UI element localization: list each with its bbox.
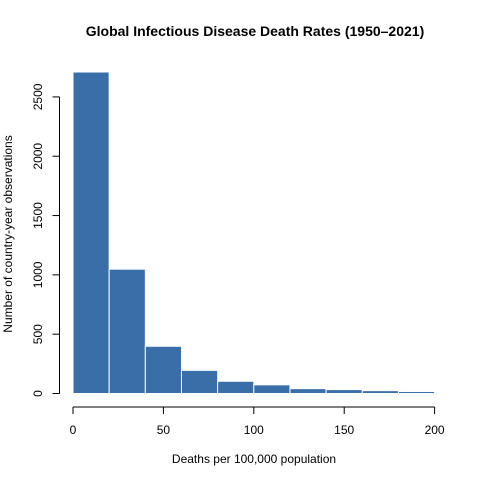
y-tick-label: 2500 xyxy=(31,83,45,110)
histogram-bar-20-40 xyxy=(108,268,146,394)
histogram-bar-160-180 xyxy=(361,390,399,395)
x-axis-ticks: 0 50 100 150 200 xyxy=(70,407,445,437)
histogram-bar-120-140 xyxy=(289,388,327,395)
y-tick-label: 2000 xyxy=(31,143,45,170)
chart-title: Global Infectious Disease Death Rates (1… xyxy=(86,23,424,39)
x-tick-label: 150 xyxy=(334,423,354,437)
histogram-bar-140-160 xyxy=(325,389,363,394)
histogram-bar-100-120 xyxy=(253,384,291,394)
y-axis-ticks: 0 500 1000 1500 2000 2500 xyxy=(31,83,60,397)
y-axis-label: Number of country-year observations xyxy=(1,135,15,332)
histogram-bar-200-210 xyxy=(434,392,454,395)
y-tick-label: 0 xyxy=(31,390,45,397)
x-tick-label: 200 xyxy=(425,423,445,437)
histogram-bar-60-80 xyxy=(180,369,219,395)
histogram-bar-180-200 xyxy=(397,390,436,395)
histogram-bar-40-60 xyxy=(144,345,182,394)
x-tick-label: 50 xyxy=(157,423,171,437)
x-axis-label: Deaths per 100,000 population xyxy=(172,452,336,466)
y-tick-label: 1500 xyxy=(31,202,45,229)
x-tick-label: 0 xyxy=(70,423,77,437)
y-tick-label: 1000 xyxy=(31,261,45,288)
x-tick-label: 100 xyxy=(244,423,264,437)
histogram-bar-80-100 xyxy=(217,380,255,395)
bars-group xyxy=(72,71,454,395)
y-tick-label: 500 xyxy=(31,324,45,344)
histogram-bar-0-20 xyxy=(72,71,110,394)
